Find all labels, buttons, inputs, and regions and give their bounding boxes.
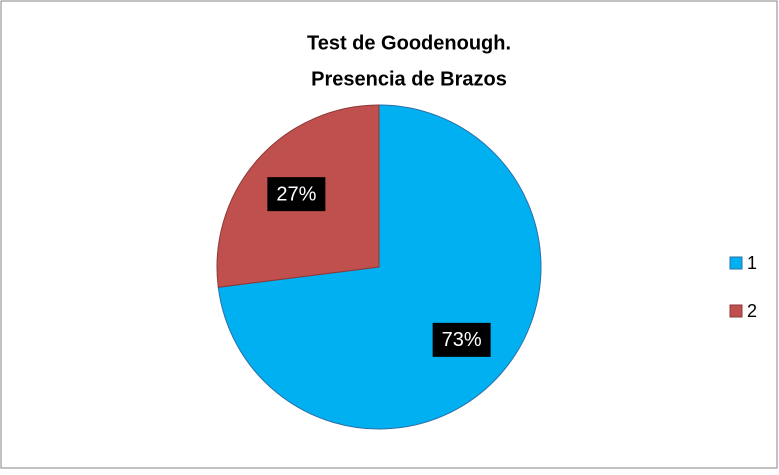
data-label-bg xyxy=(267,177,326,212)
chart-title: Presencia de Brazos xyxy=(311,68,507,90)
legend-label: 2 xyxy=(747,301,757,321)
data-label: 73% xyxy=(442,329,482,351)
legend-label: 1 xyxy=(747,253,757,273)
data-label: 27% xyxy=(276,183,316,205)
data-label-bg xyxy=(432,322,491,357)
legend-swatch xyxy=(729,304,743,318)
chart-title: Test de Goodenough. xyxy=(307,32,511,54)
legend-swatch xyxy=(729,256,743,270)
